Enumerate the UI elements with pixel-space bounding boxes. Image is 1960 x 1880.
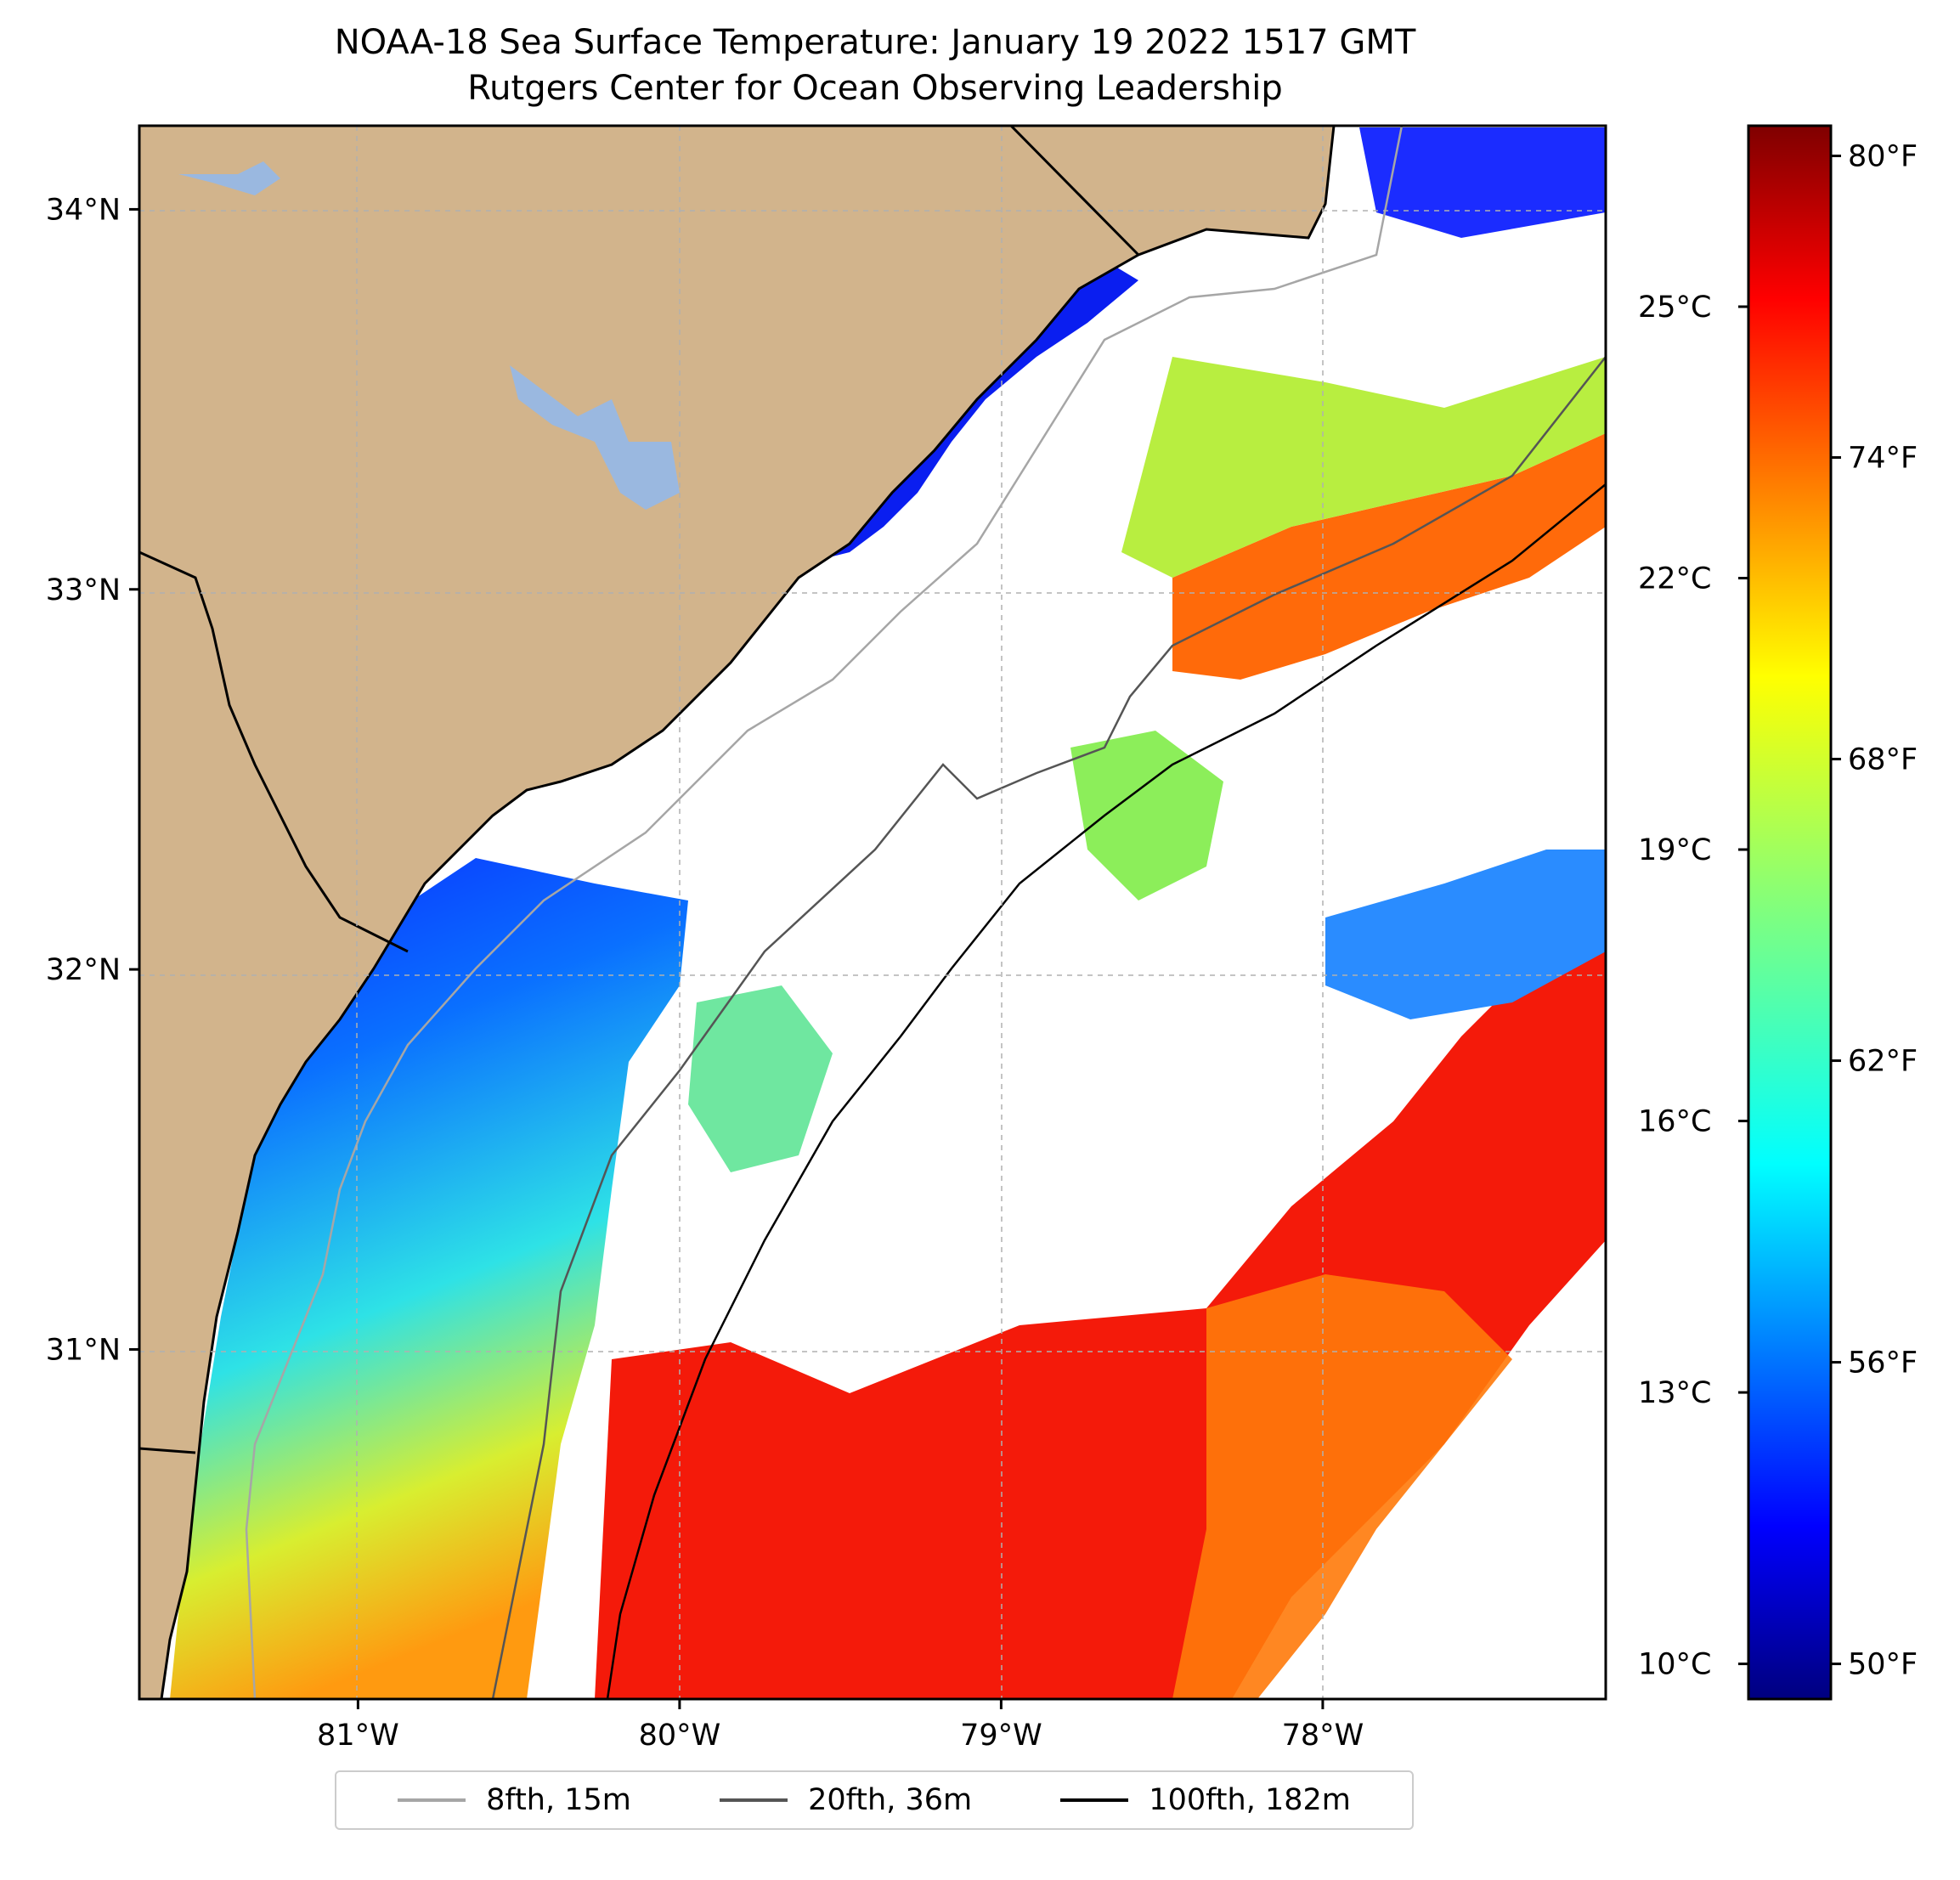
colorbar-c-label: 10°C: [1638, 1648, 1711, 1682]
legend-entry-100fth: 100fth, 182m: [1060, 1783, 1351, 1817]
colorbar-c-label: 16°C: [1638, 1105, 1711, 1139]
colorbar: [1747, 124, 1833, 1701]
colorbar-f-label: 68°F: [1848, 743, 1918, 777]
lake-small: [178, 161, 280, 195]
x-tick-label: 80°W: [639, 1719, 721, 1753]
y-tick-label: 34°N: [46, 193, 121, 227]
x-axis: 81°W 80°W 79°W 78°W: [317, 1699, 1364, 1753]
gridlines: [139, 126, 1606, 1699]
sst-north-warm-band: [1172, 433, 1606, 680]
isobath-8fth: [245, 126, 1404, 1699]
colorbar-f-label: 56°F: [1848, 1346, 1918, 1380]
legend-entry-8fth: 8fth, 15m: [398, 1783, 631, 1817]
sst-warm-band-south: [1172, 1274, 1512, 1699]
colorbar-c-label: 22°C: [1638, 562, 1711, 596]
y-tick-label: 33°N: [46, 573, 121, 607]
legend-label-8fth: 8fth, 15m: [486, 1783, 631, 1817]
legend-line-8fth: [398, 1798, 466, 1802]
y-tick-label: 31°N: [46, 1333, 121, 1367]
legend-label-20fth: 20fth, 36m: [808, 1783, 973, 1817]
x-tick-label: 79°W: [960, 1719, 1042, 1753]
isobath-100fth: [606, 483, 1606, 1699]
legend-line-100fth: [1060, 1798, 1129, 1802]
colorbar-f-label: 80°F: [1848, 140, 1918, 174]
legend-entry-20fth: 20fth, 36m: [720, 1783, 972, 1817]
isobath-legend: 8fth, 15m 20fth, 36m 100fth, 182m: [335, 1770, 1414, 1830]
legend-line-20fth: [720, 1798, 788, 1802]
colorbar-c-label: 25°C: [1638, 291, 1711, 325]
x-tick-label: 81°W: [317, 1719, 399, 1753]
colorbar-celsius-axis: 10°C 13°C 16°C 19°C 22°C 25°C: [1638, 291, 1748, 1682]
legend-label-100fth: 100fth, 182m: [1149, 1783, 1351, 1817]
land: [139, 126, 1336, 1699]
isobath-20fth: [491, 356, 1606, 1699]
sst-cold-east: [1325, 850, 1606, 1019]
colorbar-c-label: 13°C: [1638, 1376, 1711, 1410]
title-line-2: Rutgers Center for Ocean Observing Leade…: [467, 69, 1283, 108]
sst-mid-patch: [1070, 731, 1223, 900]
y-tick-label: 32°N: [46, 953, 121, 987]
sst-field: [170, 127, 1606, 1699]
title-line-1: NOAA-18 Sea Surface Temperature: January…: [334, 23, 1416, 62]
colorbar-c-label: 19°C: [1638, 833, 1711, 867]
lake: [510, 365, 680, 510]
state-border-ga: [139, 1447, 196, 1454]
colorbar-f-label: 50°F: [1848, 1648, 1918, 1682]
x-tick-label: 78°W: [1282, 1719, 1364, 1753]
sst-mid-patch-2: [688, 985, 833, 1172]
map-frame: [138, 124, 1607, 1701]
sst-cold-northeast: [1359, 127, 1606, 238]
state-border-north: [1009, 126, 1140, 257]
y-axis: 34°N 33°N 32°N 31°N: [46, 193, 139, 1367]
colorbar-fahrenheit-axis: 50°F 56°F 62°F 68°F 74°F 80°F: [1831, 140, 1918, 1682]
sst-north-green-band: [1121, 357, 1606, 578]
colorbar-f-label: 62°F: [1848, 1045, 1918, 1079]
colorbar-f-label: 74°F: [1848, 442, 1918, 476]
